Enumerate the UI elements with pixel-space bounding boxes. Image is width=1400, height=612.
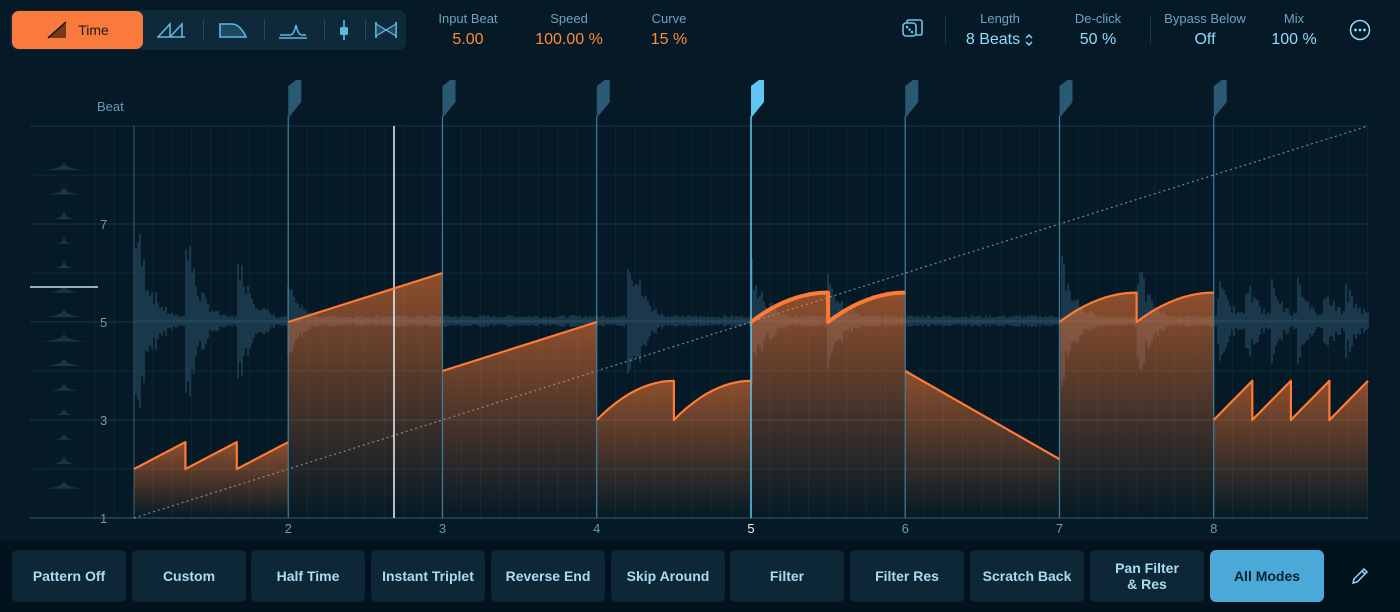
filter-peak-icon: [279, 24, 307, 39]
pattern-fill-segment: [905, 371, 1060, 518]
input-beat-label: Input Beat: [438, 11, 498, 26]
pattern-curve-segment[interactable]: [133, 441, 289, 471]
beat-marker-flag[interactable]: [1213, 80, 1227, 118]
mode-fade-button[interactable]: [208, 11, 258, 49]
pattern-curve-segment[interactable]: [287, 271, 443, 324]
mode-repeat-button[interactable]: [146, 11, 196, 49]
declick-control[interactable]: De-click 50 %: [1066, 10, 1130, 51]
preset-all-modes[interactable]: All Modes: [1210, 550, 1324, 602]
length-label: Length: [980, 11, 1020, 26]
randomize-button[interactable]: [900, 17, 926, 43]
beat-marker-flag[interactable]: [442, 80, 456, 118]
mix-label: Mix: [1283, 11, 1305, 26]
pattern-fill-segment: [442, 322, 597, 518]
pattern-fill: [134, 273, 1368, 518]
x-tick-label: 2: [285, 521, 292, 536]
pattern-fill-segment: [1213, 380, 1368, 518]
x-tick-label: 7: [1056, 521, 1063, 536]
input-beat-control[interactable]: Input Beat 5.00: [428, 10, 508, 51]
x-tick-label: 6: [902, 521, 909, 536]
time-pattern-graph[interactable]: Beat 1 3 5 7 2 3 4 5 6 7 8: [0, 80, 1400, 540]
pattern-fill-segment: [288, 273, 443, 518]
up-down-chevron-icon: [1025, 34, 1033, 46]
bypass-below-value[interactable]: Off: [1194, 31, 1216, 48]
y-axis-title: Beat: [97, 99, 124, 114]
bypass-below-label: Bypass Below: [1164, 11, 1246, 26]
mode-level-button[interactable]: [328, 11, 360, 49]
preset-half-time[interactable]: Half Time: [251, 550, 365, 602]
beat-marker-flag[interactable]: [596, 80, 610, 118]
curve-control[interactable]: Curve 15 %: [634, 10, 704, 51]
double-ramp-icon: [157, 21, 185, 38]
y-tick-label: 7: [100, 217, 107, 232]
x-tick-label: 8: [1210, 521, 1217, 536]
preset-filter[interactable]: Filter: [730, 550, 844, 602]
pattern-curve-segment[interactable]: [1213, 379, 1369, 422]
mode-pan-button[interactable]: [368, 11, 404, 49]
dice-icon: [902, 19, 923, 37]
length-control[interactable]: Length 8 Beats: [955, 10, 1045, 51]
pattern-curve-segment[interactable]: [904, 370, 1061, 461]
time-ramp-icon: [47, 21, 67, 39]
x-tick-label: 4: [593, 521, 600, 536]
pattern-curve-segment[interactable]: [1058, 291, 1214, 324]
preset-scratch-back[interactable]: Scratch Back: [970, 550, 1084, 602]
x-axis-ticks: 2 3 4 5 6 7 8: [285, 521, 1218, 536]
mode-time-button[interactable]: Time: [12, 11, 143, 49]
fade-curve-icon: [219, 23, 248, 38]
beat-marker-flag[interactable]: [751, 80, 764, 118]
edit-pattern-button[interactable]: [1348, 564, 1372, 588]
preset-instant-triplet[interactable]: Instant Triplet: [371, 550, 485, 602]
mode-time-label: Time: [78, 22, 109, 38]
length-value-row[interactable]: 8 Beats: [955, 29, 1045, 51]
preset-bar: Pattern Off Custom Half Time Instant Tri…: [0, 540, 1400, 612]
beat-marker-flag[interactable]: [1059, 80, 1073, 118]
preset-skip-around[interactable]: Skip Around: [611, 550, 725, 602]
preset-reverse-end[interactable]: Reverse End: [491, 550, 605, 602]
preset-pattern-off[interactable]: Pattern Off: [12, 550, 126, 602]
mix-control[interactable]: Mix 100 %: [1264, 10, 1324, 51]
y-tick-label: 1: [100, 511, 107, 526]
preset-pan-filter-res[interactable]: Pan Filter & Res: [1090, 550, 1204, 602]
beat-marker-flag[interactable]: [288, 80, 302, 118]
curve-value[interactable]: 15 %: [650, 31, 688, 48]
pattern-fill-segment: [134, 442, 289, 518]
mix-value[interactable]: 100 %: [1271, 31, 1317, 48]
bypass-below-control[interactable]: Bypass Below Off: [1158, 10, 1252, 51]
mode-selector: Time: [10, 10, 406, 50]
pattern-curve-segment[interactable]: [749, 290, 906, 324]
pattern-fill-segment: [751, 292, 906, 518]
preset-custom[interactable]: Custom: [132, 550, 246, 602]
speed-value[interactable]: 100.00 %: [535, 31, 603, 48]
input-beat-value[interactable]: 5.00: [452, 31, 484, 48]
pattern-curve[interactable]: [133, 271, 1369, 471]
y-tick-label: 5: [100, 315, 107, 330]
more-options-button[interactable]: [1348, 18, 1372, 42]
pattern-curve-segment[interactable]: [442, 320, 598, 373]
speed-label: Speed: [550, 11, 588, 26]
declick-value[interactable]: 50 %: [1079, 31, 1117, 48]
mode-filter-button[interactable]: [268, 11, 318, 49]
pattern-fill-segment: [1059, 292, 1214, 518]
fader-icon: [340, 20, 348, 40]
ellipsis-circle-icon: [1349, 19, 1371, 41]
beat-markers[interactable]: [287, 80, 1227, 518]
y-tick-label: 3: [100, 413, 107, 428]
pattern-fill-segment: [596, 380, 751, 518]
beat-marker-flag[interactable]: [905, 80, 919, 118]
declick-label: De-click: [1074, 11, 1122, 26]
y-axis-ticks: 1 3 5 7: [100, 217, 107, 526]
beat-level-meter: [34, 161, 94, 489]
x-tick-label: 5: [747, 521, 754, 536]
pan-bowtie-icon: [375, 22, 397, 38]
speed-control[interactable]: Speed 100.00 %: [524, 10, 614, 51]
preset-filter-res[interactable]: Filter Res: [850, 550, 964, 602]
length-value: 8 Beats: [965, 31, 1021, 48]
pattern-curve-segment[interactable]: [596, 379, 752, 422]
pencil-icon: [1351, 567, 1369, 585]
curve-label: Curve: [651, 11, 687, 26]
x-tick-label: 3: [439, 521, 446, 536]
